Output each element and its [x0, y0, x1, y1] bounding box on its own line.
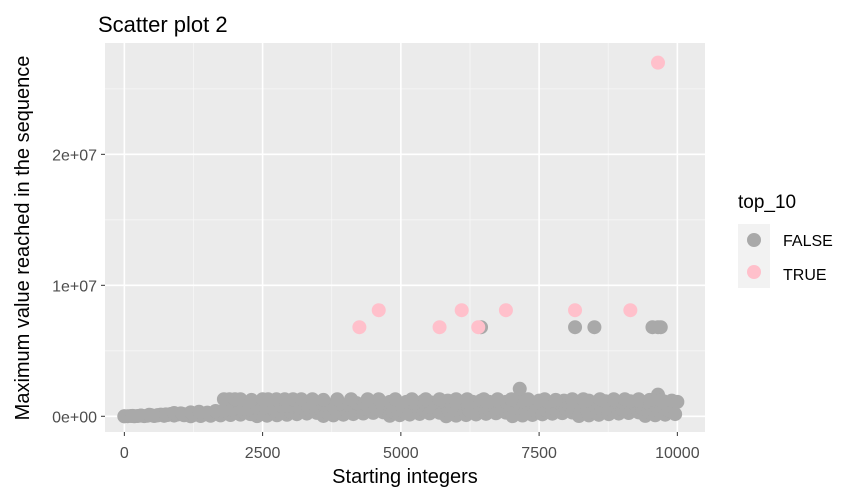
legend-marker-false	[747, 233, 761, 247]
plot-panel	[105, 43, 705, 432]
y-tick-label: 0e+00	[52, 409, 97, 426]
data-point-false	[388, 392, 403, 407]
data-point-true	[623, 303, 638, 318]
data-point-false	[404, 392, 419, 407]
data-point-true	[454, 303, 469, 318]
data-point-false	[617, 392, 632, 407]
data-point-false	[512, 381, 527, 396]
data-point-false	[316, 392, 331, 407]
data-point-false	[449, 392, 464, 407]
series-false	[117, 320, 685, 424]
data-points	[117, 55, 685, 424]
chart-title: Scatter plot 2	[98, 12, 228, 37]
x-axis-title: Starting integers	[332, 466, 478, 488]
data-point-false	[631, 392, 646, 407]
legend-label-false: FALSE	[783, 233, 833, 250]
data-point-false	[565, 392, 580, 407]
x-tick-label: 5000	[383, 445, 419, 462]
data-point-false	[330, 392, 345, 407]
data-point-false	[587, 320, 602, 335]
data-point-true	[568, 303, 583, 318]
data-point-true	[498, 303, 513, 318]
y-axis-ticks: 0e+00 1e+07 2e+07	[52, 147, 105, 426]
y-tick-label: 1e+07	[52, 278, 97, 295]
legend-marker-true	[747, 265, 761, 279]
x-axis-ticks: 0 2500 5000 7500 10000	[120, 432, 700, 462]
data-point-false	[568, 320, 583, 335]
data-point-false	[548, 392, 563, 407]
data-point-true	[371, 303, 386, 318]
x-tick-label: 10000	[655, 445, 700, 462]
x-tick-label: 7500	[521, 445, 557, 462]
legend-label-true: TRUE	[783, 267, 827, 284]
y-axis-title: Maximum value reached in the sequence	[12, 56, 34, 421]
data-point-false	[244, 392, 259, 407]
data-point-true	[352, 320, 367, 335]
legend: top_10 FALSE TRUE	[738, 192, 833, 288]
data-point-false	[668, 407, 683, 422]
data-point-false	[344, 392, 359, 407]
data-point-false	[521, 392, 536, 407]
data-point-false	[294, 392, 309, 407]
data-point-false	[653, 320, 668, 335]
data-point-false	[360, 392, 375, 407]
y-tick-label: 2e+07	[52, 147, 97, 164]
data-point-false	[418, 392, 433, 407]
data-point-false	[653, 393, 668, 408]
data-point-false	[460, 392, 475, 407]
x-tick-label: 2500	[245, 445, 281, 462]
data-point-false	[504, 392, 519, 407]
minor-gridlines	[105, 43, 705, 432]
data-point-false	[606, 392, 621, 407]
data-point-false	[476, 392, 491, 407]
data-point-false	[432, 392, 447, 407]
data-point-true	[650, 55, 665, 70]
data-point-false	[371, 392, 386, 407]
data-point-false	[233, 392, 248, 407]
data-point-false	[592, 392, 607, 407]
legend-title: top_10	[738, 192, 796, 213]
series-true	[352, 55, 665, 335]
data-point-false	[537, 392, 552, 407]
data-point-false	[670, 394, 685, 409]
data-point-false	[490, 392, 505, 407]
data-point-true	[471, 320, 486, 335]
data-point-false	[305, 392, 320, 407]
data-point-true	[432, 320, 447, 335]
data-point-false	[576, 392, 591, 407]
x-tick-label: 0	[120, 445, 129, 462]
